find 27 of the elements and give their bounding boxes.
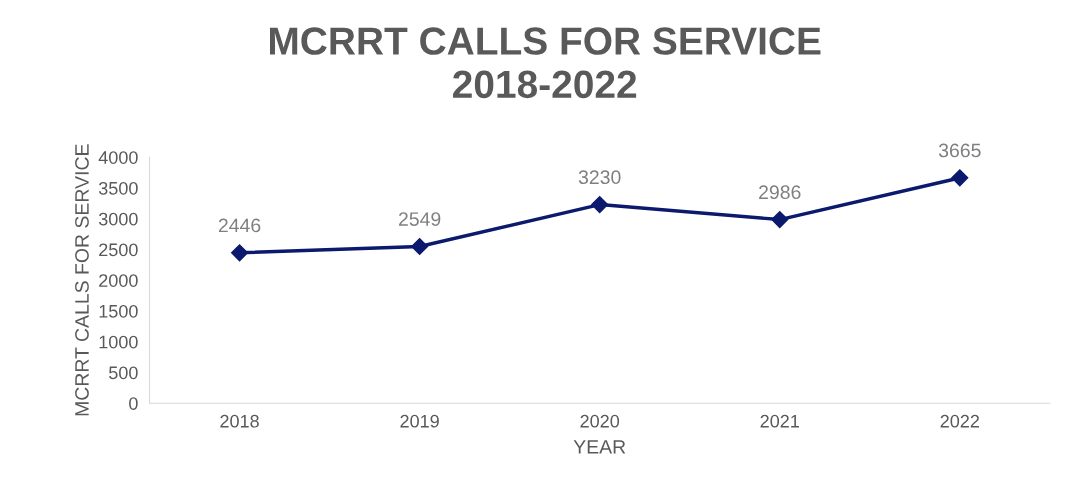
point bbox=[411, 237, 429, 256]
y-tick-label: 1000 bbox=[99, 335, 138, 349]
y-tick-label: 4000 bbox=[98, 151, 138, 164]
x-tick-label: 2022 bbox=[940, 414, 979, 428]
point bbox=[951, 169, 969, 187]
point bbox=[591, 196, 609, 214]
y-tick-label: 500 bbox=[109, 366, 138, 380]
data-label: 3230 bbox=[578, 170, 621, 185]
y-axis-title: MCRRT CALLS FOR SERVICE bbox=[75, 144, 89, 416]
data-label: 2549 bbox=[398, 212, 441, 226]
y-tick-label: 0 bbox=[129, 397, 138, 410]
x-tick-label: 2020 bbox=[580, 414, 620, 428]
point bbox=[231, 244, 249, 262]
data-label: 2986 bbox=[759, 185, 801, 200]
x-axis-title: YEAR bbox=[573, 440, 626, 454]
y-tick-label: 2000 bbox=[99, 274, 138, 287]
data-label: 2446 bbox=[218, 218, 261, 233]
y-tick-label: 1500 bbox=[99, 304, 138, 318]
y-tick-label: 3000 bbox=[98, 212, 138, 226]
point bbox=[771, 211, 789, 229]
x-tick-label: 2019 bbox=[400, 414, 439, 428]
x-tick-label: 2018 bbox=[220, 414, 259, 428]
data-label: 3665 bbox=[938, 143, 981, 158]
chart-title: MCRRT CALLS FOR SERVICE 2018-2022 bbox=[270, 27, 821, 99]
y-tick-label: 3500 bbox=[98, 181, 138, 195]
x-tick-label: 2021 bbox=[760, 414, 799, 428]
y-tick-label: 2500 bbox=[99, 243, 138, 257]
